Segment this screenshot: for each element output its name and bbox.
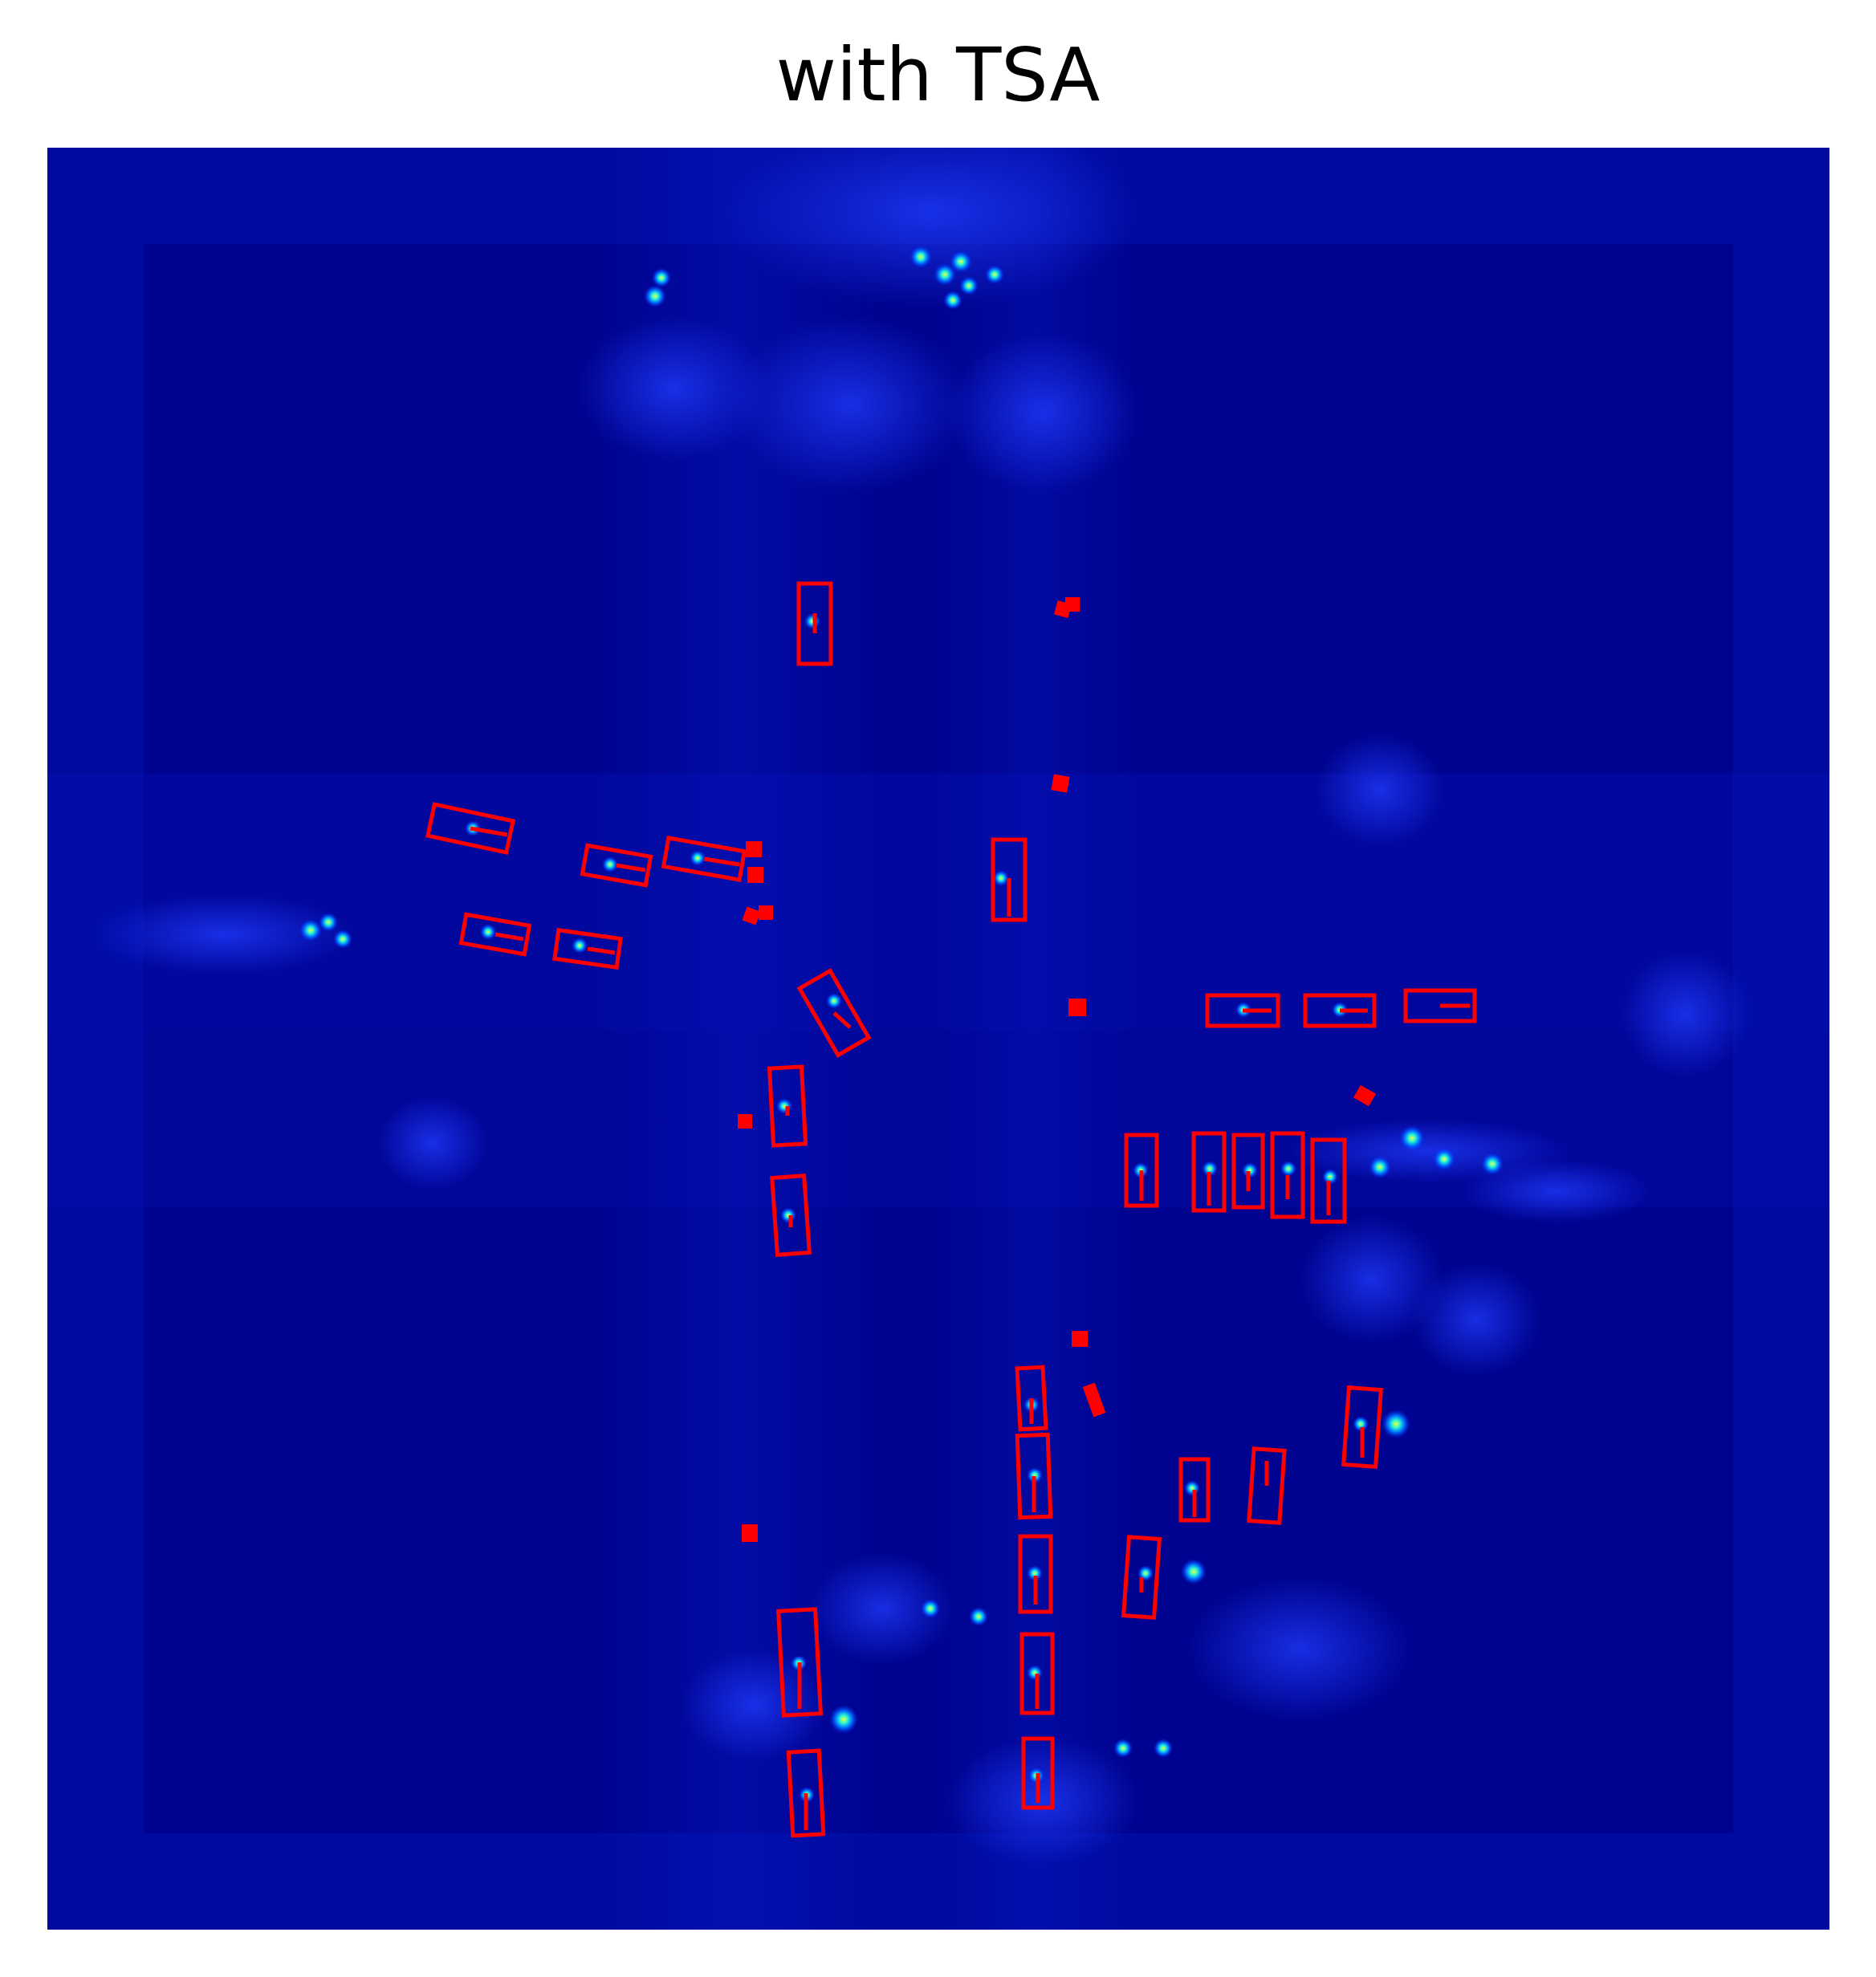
detection-box bbox=[786, 1748, 826, 1838]
small-marker bbox=[1082, 1382, 1106, 1418]
detection-box bbox=[991, 837, 1028, 922]
small-marker bbox=[1072, 1331, 1088, 1347]
detection-box bbox=[1015, 1432, 1053, 1520]
small-object-markers bbox=[738, 597, 1377, 1542]
detection-box bbox=[1341, 1385, 1383, 1469]
detection-box bbox=[1021, 1736, 1055, 1810]
detection-box bbox=[1015, 1365, 1048, 1432]
small-marker bbox=[742, 1524, 758, 1542]
detection-box bbox=[1247, 1446, 1287, 1525]
background-glow-layer bbox=[47, 148, 1829, 1930]
small-marker bbox=[747, 867, 763, 883]
detection-box bbox=[1019, 1632, 1055, 1715]
small-marker bbox=[742, 906, 761, 925]
detection-box bbox=[1191, 1131, 1227, 1213]
bev-heatmap-svg bbox=[47, 148, 1829, 1930]
detection-box bbox=[1205, 993, 1280, 1028]
small-marker bbox=[1065, 597, 1080, 612]
detection-box bbox=[580, 843, 653, 888]
detection-box bbox=[1231, 1133, 1265, 1210]
detection-box bbox=[1303, 993, 1377, 1028]
heading-lines bbox=[470, 613, 1470, 1830]
small-marker bbox=[1353, 1084, 1377, 1107]
detection-box bbox=[796, 581, 833, 666]
detection-box bbox=[552, 927, 623, 970]
detection-box bbox=[458, 912, 532, 957]
detection-box bbox=[1270, 1131, 1305, 1219]
figure-title: with TSA bbox=[775, 32, 1101, 118]
small-marker bbox=[1068, 999, 1086, 1016]
detection-box bbox=[1403, 988, 1477, 1023]
detection-box bbox=[776, 1607, 823, 1718]
small-marker bbox=[1051, 774, 1070, 793]
detection-box bbox=[1121, 1535, 1162, 1620]
detection-box bbox=[770, 1174, 812, 1257]
detection-box bbox=[1178, 1457, 1211, 1523]
detection-box bbox=[1018, 1534, 1053, 1614]
detection-box bbox=[1310, 1137, 1347, 1224]
detection-box bbox=[767, 1064, 808, 1148]
detection-box bbox=[1124, 1133, 1159, 1208]
small-marker bbox=[759, 905, 773, 920]
detection-box bbox=[796, 968, 872, 1058]
detection-box bbox=[425, 802, 516, 855]
small-marker bbox=[746, 841, 762, 857]
detection-boxes bbox=[425, 581, 1477, 1838]
small-marker bbox=[738, 1114, 752, 1129]
bev-heatmap-image bbox=[47, 148, 1829, 1930]
detection-box bbox=[661, 836, 747, 882]
